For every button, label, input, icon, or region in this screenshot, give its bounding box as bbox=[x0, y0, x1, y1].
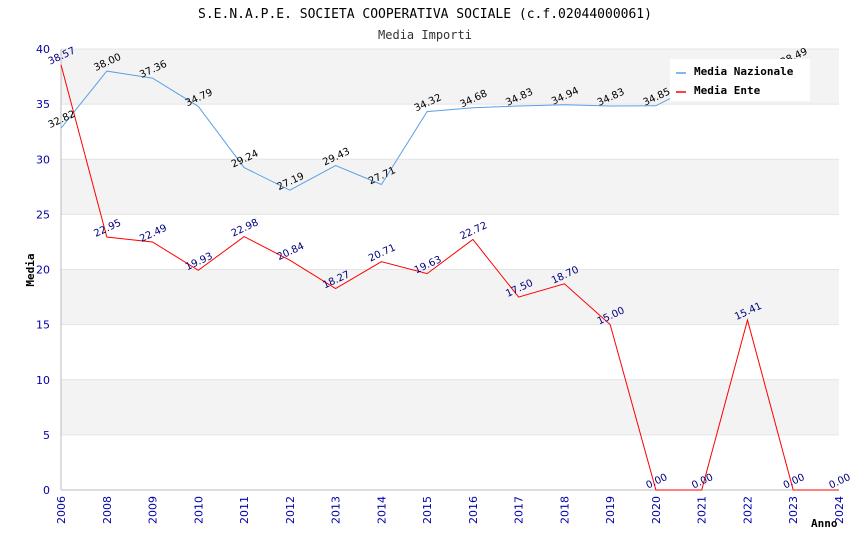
y-axis-label: Media bbox=[24, 253, 37, 286]
x-tick-label: 2008 bbox=[101, 496, 114, 524]
x-tick-label: 2024 bbox=[833, 496, 846, 524]
x-tick-label: 2019 bbox=[604, 496, 617, 524]
y-tick-label: 40 bbox=[36, 43, 50, 56]
plot-band bbox=[61, 434, 839, 490]
x-axis-ticks: 2006 2008 2009 2010 2011 2012 2013 2014 2015 2016… bbox=[55, 496, 846, 524]
axes bbox=[60, 49, 839, 491]
y-tick-label: 15 bbox=[36, 319, 50, 332]
legend-box bbox=[670, 59, 810, 101]
x-tick-label: 2006 bbox=[55, 496, 68, 524]
plot-band bbox=[61, 159, 839, 215]
x-tick-label: 2020 bbox=[650, 496, 663, 524]
y-tick-label: 0 bbox=[43, 484, 50, 497]
y-tick-label: 30 bbox=[36, 153, 50, 166]
x-axis-label: Anno bbox=[811, 517, 838, 530]
y-tick-label: 5 bbox=[43, 429, 50, 442]
x-tick-label: 2021 bbox=[696, 496, 709, 524]
y-axis-ticks: 0 5 10 15 20 25 30 35 40 bbox=[36, 43, 50, 497]
y-tick-label: 20 bbox=[36, 264, 50, 277]
x-tick-label: 2011 bbox=[238, 496, 251, 524]
x-tick-label: 2016 bbox=[467, 496, 480, 524]
plot-band bbox=[61, 104, 839, 160]
chart-title: S.E.N.A.P.E. SOCIETA COOPERATIVA SOCIALE… bbox=[198, 7, 652, 22]
legend: Media Nazionale Media Ente bbox=[670, 59, 810, 101]
x-tick-label: 2017 bbox=[513, 496, 526, 524]
x-tick-label: 2023 bbox=[787, 496, 800, 524]
x-tick-label: 2014 bbox=[375, 496, 388, 524]
x-tick-label: 2012 bbox=[284, 496, 297, 524]
y-tick-label: 35 bbox=[36, 98, 50, 111]
plot-band bbox=[61, 324, 839, 380]
plot-band bbox=[61, 269, 839, 325]
legend-label-nazionale: Media Nazionale bbox=[694, 65, 794, 78]
x-tick-label: 2009 bbox=[147, 496, 160, 524]
chart-subtitle: Media Importi bbox=[378, 28, 472, 42]
plot-band bbox=[61, 214, 839, 270]
x-tick-label: 2010 bbox=[192, 496, 205, 524]
x-tick-label: 2018 bbox=[558, 496, 571, 524]
plot-band bbox=[61, 379, 839, 435]
x-tick-label: 2015 bbox=[421, 496, 434, 524]
series-line-media-ente bbox=[60, 64, 839, 491]
legend-label-ente: Media Ente bbox=[694, 84, 761, 97]
y-tick-label: 25 bbox=[36, 208, 50, 221]
x-tick-label: 2022 bbox=[741, 496, 754, 524]
y-tick-label: 10 bbox=[36, 374, 50, 387]
x-tick-label: 2013 bbox=[330, 496, 343, 524]
plot-bands bbox=[61, 49, 839, 490]
